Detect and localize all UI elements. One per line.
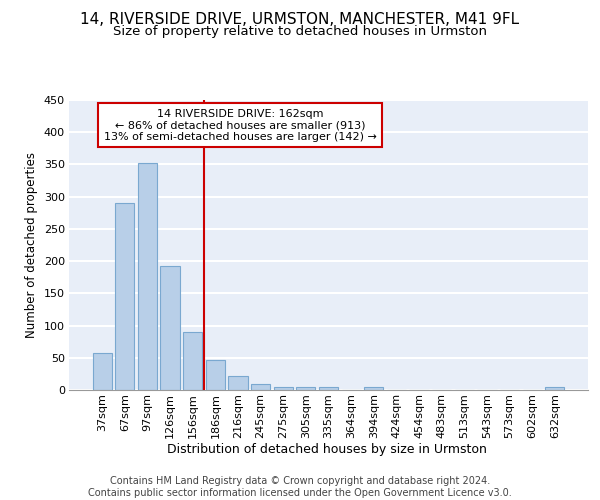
- Text: Contains HM Land Registry data © Crown copyright and database right 2024.
Contai: Contains HM Land Registry data © Crown c…: [88, 476, 512, 498]
- Bar: [274, 387, 293, 390]
- Bar: [160, 266, 180, 390]
- Bar: [115, 203, 134, 390]
- Bar: [138, 162, 157, 390]
- Bar: [251, 384, 270, 390]
- Bar: [364, 387, 383, 390]
- Text: 14, RIVERSIDE DRIVE, URMSTON, MANCHESTER, M41 9FL: 14, RIVERSIDE DRIVE, URMSTON, MANCHESTER…: [80, 12, 520, 28]
- Bar: [92, 354, 112, 390]
- Text: Distribution of detached houses by size in Urmston: Distribution of detached houses by size …: [167, 442, 487, 456]
- Bar: [296, 387, 316, 390]
- Bar: [229, 376, 248, 390]
- Y-axis label: Number of detached properties: Number of detached properties: [25, 152, 38, 338]
- Bar: [319, 387, 338, 390]
- Bar: [545, 387, 565, 390]
- Bar: [183, 332, 202, 390]
- Text: 14 RIVERSIDE DRIVE: 162sqm
← 86% of detached houses are smaller (913)
13% of sem: 14 RIVERSIDE DRIVE: 162sqm ← 86% of deta…: [104, 108, 377, 142]
- Bar: [206, 360, 225, 390]
- Text: Size of property relative to detached houses in Urmston: Size of property relative to detached ho…: [113, 25, 487, 38]
